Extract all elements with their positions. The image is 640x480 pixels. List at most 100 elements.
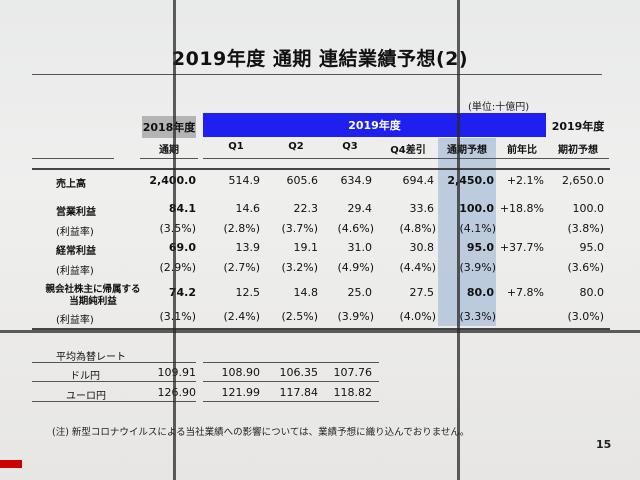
fx-label-eur: ユーロ円: [66, 391, 106, 402]
page-title: 2019年度 通期 連結業績予想(2): [171, 48, 469, 70]
table-cell: 100.0: [459, 202, 494, 215]
table-cell: (3.9%): [459, 261, 496, 274]
col-fullyear-2018: 通期: [159, 145, 179, 156]
table-cell: (3.9%): [337, 310, 374, 323]
fx-title: 平均為替レート: [56, 352, 126, 363]
divider: [32, 401, 196, 402]
table-cell: 108.90: [221, 366, 261, 379]
title-rule: [32, 74, 602, 75]
table-cell: 74.2: [168, 286, 196, 299]
table-cell: (3.3%): [459, 310, 496, 323]
table-cell: 19.1: [293, 241, 319, 254]
divider: [203, 381, 379, 382]
table-cell: 27.5: [409, 286, 435, 299]
table-bottom-rule: [32, 328, 610, 330]
table-cell: 634.9: [340, 174, 373, 187]
table-cell: (4.8%): [399, 222, 436, 235]
divider: [32, 381, 196, 382]
divider: [203, 401, 379, 402]
fx-label-usd: ドル円: [70, 371, 100, 382]
table-cell: 95.0: [579, 241, 605, 254]
table-cell: 106.35: [279, 366, 319, 379]
table-cell: 29.4: [347, 202, 373, 215]
table-cell: (3.1%): [159, 310, 196, 323]
table-cell: 80.0: [466, 286, 494, 299]
table-cell: 121.99: [221, 386, 261, 399]
col-q2: Q2: [288, 141, 304, 152]
table-cell: 12.5: [235, 286, 261, 299]
table-cell: 22.3: [293, 202, 319, 215]
table-cell: 118.82: [333, 386, 373, 399]
table-cell: (2.5%): [281, 310, 318, 323]
table-cell: (3.2%): [281, 261, 318, 274]
table-cell: 95.0: [466, 241, 494, 254]
table-cell: 2,400.0: [130, 174, 196, 187]
table-cell: 84.1: [168, 202, 196, 215]
table-cell: 25.0: [347, 286, 373, 299]
col-forecast: 通期予想: [447, 145, 487, 156]
table-cell: 69.0: [168, 241, 196, 254]
display-bezel: [0, 330, 640, 333]
table-cell: +18.8%: [499, 202, 544, 215]
row-label-net: 親会社株主に帰属する: [45, 284, 141, 295]
table-top-rule: [32, 168, 610, 170]
table-cell: 100.0: [572, 202, 605, 215]
table-cell: (3.6%): [567, 261, 604, 274]
divider: [32, 158, 114, 159]
header-2018: 2018年度: [142, 116, 196, 138]
table-cell: 14.6: [235, 202, 261, 215]
table-cell: (4.9%): [337, 261, 374, 274]
logo-fragment: [0, 460, 22, 468]
col-yoy: 前年比: [507, 145, 537, 156]
col-q1: Q1: [228, 141, 244, 152]
table-cell: 33.6: [409, 202, 435, 215]
divider: [140, 158, 198, 159]
header-2019-initial: 2019年度: [551, 120, 605, 133]
row-label-net-2: 当期純利益: [69, 296, 117, 307]
table-cell: 31.0: [347, 241, 373, 254]
table-cell: (2.9%): [159, 261, 196, 274]
table-cell: +7.8%: [506, 286, 544, 299]
table-cell: (3.5%): [159, 222, 196, 235]
table-cell: (3.7%): [281, 222, 318, 235]
divider: [32, 362, 196, 363]
table-cell: +2.1%: [506, 174, 544, 187]
col-q3: Q3: [342, 141, 358, 152]
table-cell: (2.7%): [223, 261, 260, 274]
table-cell: (2.8%): [223, 222, 260, 235]
table-cell: 126.90: [157, 386, 197, 399]
divider: [203, 362, 379, 363]
table-cell: 13.9: [235, 241, 261, 254]
table-cell: (2.4%): [223, 310, 260, 323]
display-bezel: [457, 0, 460, 480]
table-cell: 2,650.0: [562, 174, 604, 187]
row-label-sales: 売上高: [56, 179, 86, 190]
row-label-ordinary: 経常利益: [56, 246, 96, 257]
table-cell: (4.4%): [399, 261, 436, 274]
table-cell: 514.9: [228, 174, 261, 187]
divider: [203, 158, 609, 159]
display-bezel: [173, 0, 176, 480]
table-cell: 694.4: [402, 174, 435, 187]
col-q4-diff: Q4差引: [390, 145, 426, 156]
row-label-margin: (利益率): [56, 315, 94, 326]
page-number: 15: [596, 438, 612, 451]
unit-note: (単位:十億円): [468, 102, 530, 113]
table-cell: (3.0%): [567, 310, 604, 323]
row-label-operating: 営業利益: [56, 207, 96, 218]
table-cell: 30.8: [409, 241, 435, 254]
table-cell: 107.76: [333, 366, 373, 379]
col-initial: 期初予想: [558, 145, 598, 156]
table-cell: 2,450.0: [447, 174, 494, 187]
table-cell: (4.1%): [459, 222, 496, 235]
table-cell: (4.0%): [399, 310, 436, 323]
table-cell: (4.6%): [337, 222, 374, 235]
table-cell: +37.7%: [499, 241, 544, 254]
table-cell: 605.6: [286, 174, 319, 187]
footnote: (注) 新型コロナウイルスによる当社業績への影響については、業績予想に織り込んで…: [52, 427, 470, 438]
header-2019: 2019年度: [203, 113, 546, 137]
table-cell: 80.0: [579, 286, 605, 299]
table-cell: 109.91: [157, 366, 197, 379]
table-cell: 14.8: [293, 286, 319, 299]
